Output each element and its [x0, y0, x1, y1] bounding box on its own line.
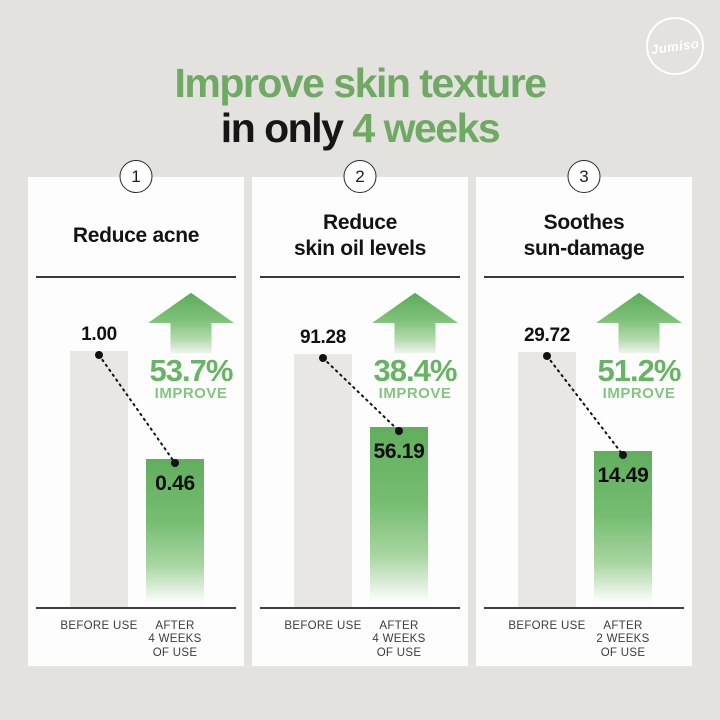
axis-baseline — [484, 606, 684, 609]
panel-reduce-acne: 1 Reduce acne — [28, 160, 244, 666]
bar-after: 14.49 — [594, 450, 652, 607]
step-number: 1 — [131, 166, 141, 186]
bar-chart: 38.4% IMPROVE 91.28 56.19 — [260, 278, 460, 609]
brand-logo-text: Jumiso — [649, 35, 701, 57]
x-axis-labels: BEFORE USE AFTER 2 WEEKS OF USE — [484, 617, 684, 663]
panel-soothes-sun-damage: 3 Soothes sun-damage — [476, 160, 692, 666]
panel-title-line: Soothes — [543, 211, 625, 235]
axis-baseline — [36, 606, 236, 609]
improvement-block: 53.7% IMPROVE — [146, 292, 236, 403]
x-axis-labels: BEFORE USE AFTER 4 WEEKS OF USE — [260, 617, 460, 663]
title-line-2-highlight: 4 weeks — [352, 105, 500, 152]
title-line-1: Improve skin texture — [174, 60, 547, 106]
before-value: 29.72 — [523, 324, 571, 346]
panel-title: Reduce skin oil levels — [258, 201, 462, 271]
after-value: 14.49 — [597, 463, 649, 487]
label-after-use: AFTER 4 WEEKS OF USE — [148, 619, 202, 659]
bar-before: 1.00 — [70, 324, 128, 607]
step-number: 2 — [355, 166, 365, 186]
improvement-block: 38.4% IMPROVE — [370, 292, 460, 403]
before-value: 91.28 — [299, 326, 347, 348]
step-number-badge: 2 — [343, 160, 377, 193]
label-after-use: AFTER 2 WEEKS OF USE — [596, 619, 650, 659]
panel-title-line: skin oil levels — [293, 237, 427, 260]
step-number-badge: 1 — [119, 160, 153, 193]
step-number-badge: 3 — [567, 160, 601, 193]
after-value: 56.19 — [373, 439, 425, 463]
bar-before: 91.28 — [294, 327, 352, 607]
improvement-percent: 53.7% — [149, 352, 234, 388]
bar-after: 0.46 — [146, 458, 204, 607]
divider — [36, 276, 236, 278]
step-number: 3 — [579, 166, 589, 186]
improvement-percent: 51.2% — [597, 352, 682, 388]
label-before-use: BEFORE USE — [60, 619, 138, 632]
up-arrow-icon — [148, 292, 234, 353]
panel-reduce-skin-oil: 2 Reduce skin oil levels — [252, 160, 468, 666]
bar-after: 56.19 — [370, 426, 428, 607]
page-title: Improve skin texture in only 4 weeks — [0, 60, 720, 150]
up-arrow-icon — [372, 292, 458, 353]
improvement-word: IMPROVE — [154, 384, 228, 402]
improvement-word: IMPROVE — [378, 384, 452, 402]
panel-row: 1 Reduce acne — [28, 160, 692, 666]
bar-chart: 51.2% IMPROVE 29.72 14.49 — [484, 278, 684, 609]
improvement-block: 51.2% IMPROVE — [594, 292, 684, 403]
bar-chart: 53.7% IMPROVE 1.00 0.46 — [36, 278, 236, 609]
x-axis-labels: BEFORE USE AFTER 4 WEEKS OF USE — [36, 617, 236, 663]
divider — [484, 276, 684, 278]
divider — [260, 276, 460, 278]
axis-baseline — [260, 606, 460, 609]
title-line-2-prefix: in only — [220, 105, 344, 152]
panel-title-line: Reduce — [322, 211, 398, 235]
label-before-use: BEFORE USE — [508, 619, 586, 632]
panel-title: Soothes sun-damage — [482, 201, 686, 271]
panel-title: Reduce acne — [34, 201, 238, 271]
panel-title-line: sun-damage — [523, 237, 645, 260]
panel-title-line: Reduce acne — [72, 224, 200, 248]
label-before-use: BEFORE USE — [284, 619, 362, 632]
title-line-2: in only 4 weeks — [0, 107, 720, 150]
improvement-percent: 38.4% — [373, 352, 458, 388]
before-value: 1.00 — [81, 323, 117, 345]
label-after-use: AFTER 4 WEEKS OF USE — [372, 619, 426, 659]
up-arrow-icon — [596, 292, 682, 353]
after-value: 0.46 — [155, 471, 195, 495]
improvement-word: IMPROVE — [602, 384, 676, 402]
bar-before: 29.72 — [518, 325, 576, 607]
